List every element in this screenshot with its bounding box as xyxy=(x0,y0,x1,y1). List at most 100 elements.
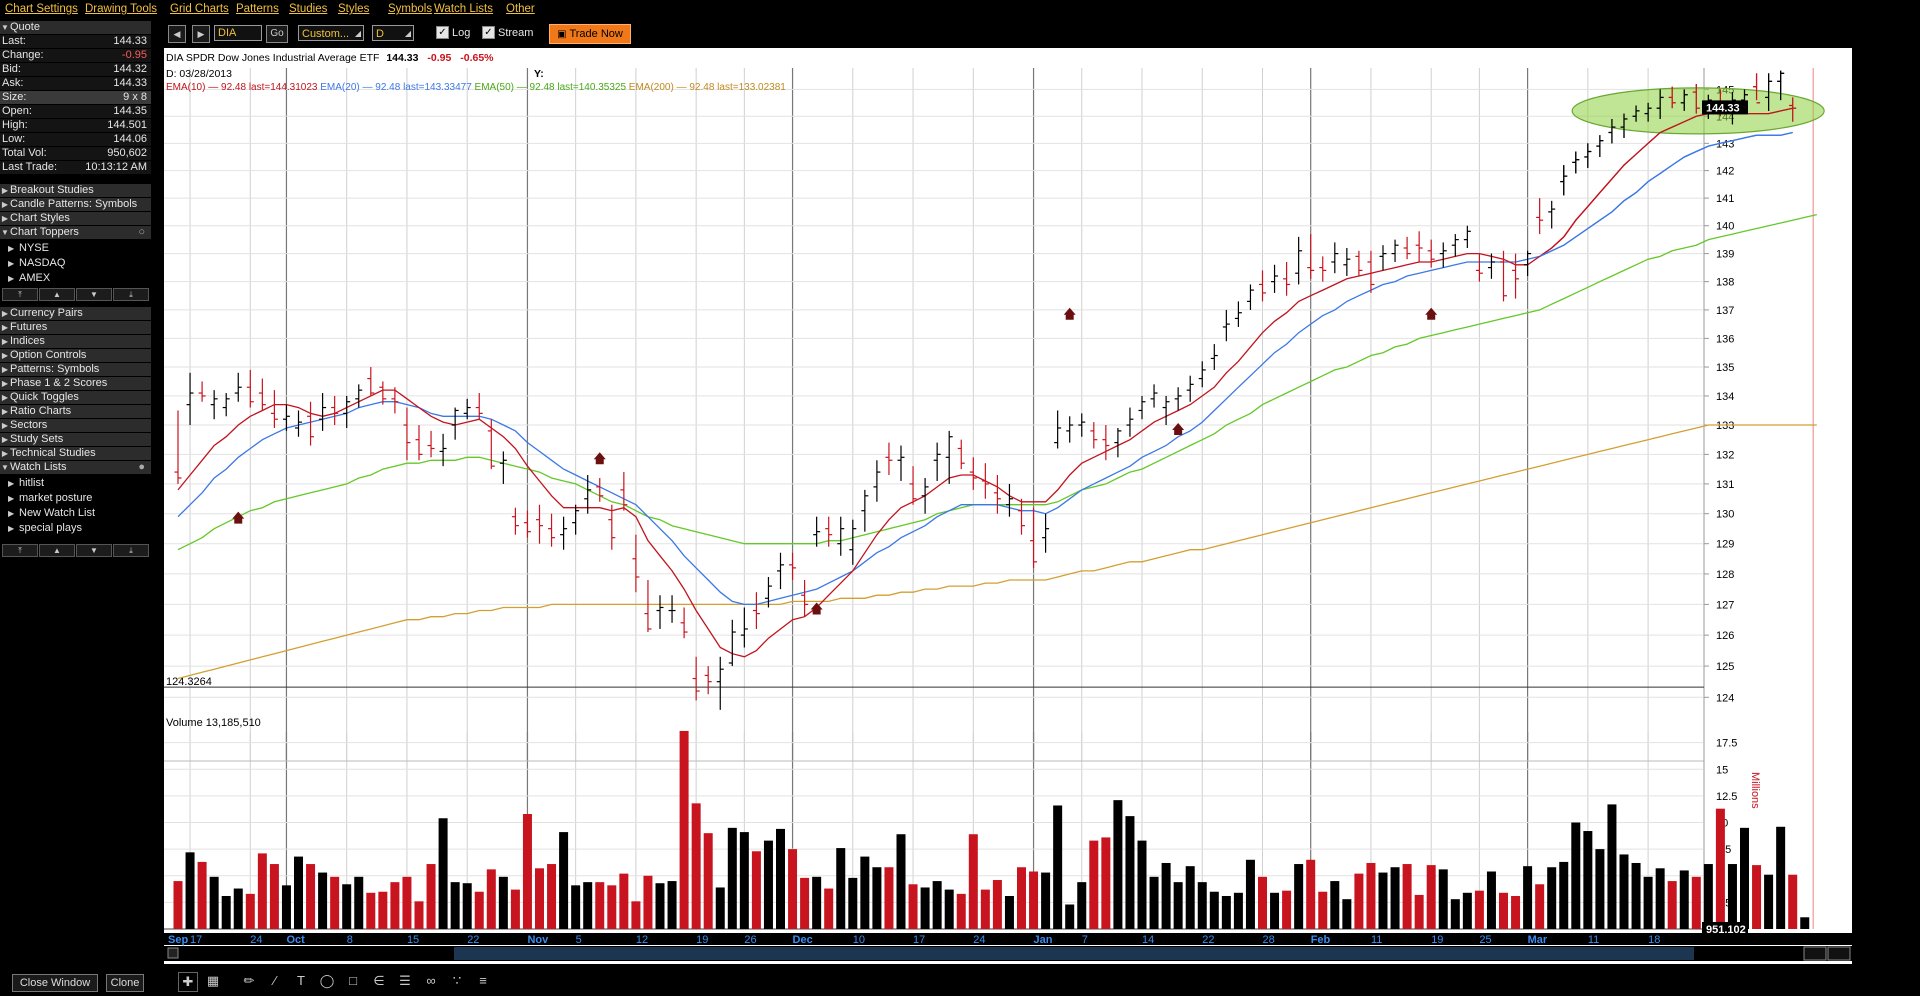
volume-bar[interactable] xyxy=(1342,899,1352,929)
ohlc-bar[interactable] xyxy=(1198,361,1206,388)
ohlc-bar[interactable] xyxy=(198,381,206,402)
pattern-marker-icon[interactable] xyxy=(1172,422,1185,435)
volume-bar[interactable] xyxy=(1197,882,1207,929)
volume-bar[interactable] xyxy=(185,852,195,929)
section-chart-toppers[interactable]: ▼Chart Toppers ○ xyxy=(0,226,151,239)
ohlc-bar[interactable] xyxy=(463,398,471,420)
move-down-icon[interactable]: ▼ xyxy=(76,288,112,301)
menu-chart-settings[interactable]: Chart Settings xyxy=(5,3,78,15)
ohlc-bar[interactable] xyxy=(921,477,929,514)
section-quick-toggles[interactable]: ▶ Quick Toggles xyxy=(0,391,151,404)
volume-bar[interactable] xyxy=(583,882,593,929)
ohlc-bar[interactable] xyxy=(1174,387,1182,411)
line-tool-icon[interactable]: ∕ xyxy=(273,973,277,988)
ohlc-bar[interactable] xyxy=(282,404,290,431)
cycle-tool-icon[interactable]: ∞ xyxy=(426,973,436,988)
ohlc-bar[interactable] xyxy=(716,656,724,710)
volume-bar[interactable] xyxy=(1029,871,1039,929)
ohlc-bar[interactable] xyxy=(1078,413,1086,437)
ohlc-bar[interactable] xyxy=(801,580,809,617)
menu-studies[interactable]: Studies xyxy=(289,3,328,15)
volume-bar[interactable] xyxy=(486,869,496,929)
ohlc-bar[interactable] xyxy=(1355,250,1363,277)
section-technical-studies[interactable]: ▶ Technical Studies xyxy=(0,447,151,460)
menu-watch-lists[interactable]: Watch Lists xyxy=(434,3,494,15)
volume-bar[interactable] xyxy=(824,888,834,929)
volume-bar[interactable] xyxy=(257,853,267,929)
menu-other[interactable]: Other xyxy=(506,3,535,15)
ohlc-bar[interactable] xyxy=(1331,242,1339,274)
ohlc-bar[interactable] xyxy=(222,393,230,417)
volume-bar[interactable] xyxy=(1378,872,1388,929)
ohlc-bar[interactable] xyxy=(1512,253,1520,299)
volume-bar[interactable] xyxy=(1041,872,1051,929)
section-indices[interactable]: ▶ Indices xyxy=(0,335,151,348)
fan-tool-icon[interactable]: ∵ xyxy=(452,973,462,988)
volume-bar[interactable] xyxy=(209,876,219,929)
ohlc-bar[interactable] xyxy=(764,576,772,608)
go-button[interactable]: Go xyxy=(266,25,288,43)
forward-arrow-button[interactable]: ▶ xyxy=(192,25,210,43)
volume-bar[interactable] xyxy=(667,881,677,929)
volume-bar[interactable] xyxy=(1523,866,1533,929)
ohlc-bar[interactable] xyxy=(692,656,700,701)
chart-topper-item[interactable]: ▶ AMEX xyxy=(8,271,148,285)
volume-bar[interactable] xyxy=(522,813,532,929)
ohlc-bar[interactable] xyxy=(740,607,748,648)
pattern-marker-icon[interactable] xyxy=(232,511,245,524)
ohlc-bar[interactable] xyxy=(258,378,266,411)
volume-bar[interactable] xyxy=(944,889,954,929)
menu-symbols[interactable]: Symbols xyxy=(388,3,433,15)
ohlc-bar[interactable] xyxy=(1524,250,1532,277)
close-window-button[interactable]: Close Window xyxy=(12,974,98,992)
ohlc-bar[interactable] xyxy=(1403,236,1411,260)
volume-bar[interactable] xyxy=(751,851,761,929)
volume-bar[interactable] xyxy=(631,901,641,929)
volume-bar[interactable] xyxy=(510,889,520,929)
gann-fan-icon[interactable]: ☰ xyxy=(399,973,411,988)
volume-bar[interactable] xyxy=(1547,867,1557,929)
ohlc-bar[interactable] xyxy=(993,475,1001,514)
ohlc-bar[interactable] xyxy=(1018,498,1025,535)
volume-bar[interactable] xyxy=(968,834,978,929)
ohlc-bar[interactable] xyxy=(295,410,302,437)
volume-bar[interactable] xyxy=(1113,800,1123,929)
ohlc-bar[interactable] xyxy=(511,507,519,535)
ohlc-bar[interactable] xyxy=(1427,239,1435,268)
ohlc-bar[interactable] xyxy=(1259,270,1266,302)
volume-bar[interactable] xyxy=(1173,882,1183,929)
ohlc-bar[interactable] xyxy=(391,387,399,414)
volume-bar[interactable] xyxy=(330,876,340,929)
volume-bar[interactable] xyxy=(1450,899,1460,929)
volume-bar[interactable] xyxy=(691,803,701,929)
ohlc-bar[interactable] xyxy=(1271,264,1279,293)
volume-bar[interactable] xyxy=(559,832,569,929)
period-select[interactable]: Custom... ◢ xyxy=(298,25,364,41)
volume-bar[interactable] xyxy=(1282,890,1292,929)
volume-bar[interactable] xyxy=(1004,895,1014,929)
volume-bar[interactable] xyxy=(1727,864,1737,929)
watch-list-item[interactable]: ▶ special plays xyxy=(8,521,148,535)
pattern-marker-icon[interactable] xyxy=(1425,307,1438,320)
volume-bar[interactable] xyxy=(595,882,605,929)
volume-bar[interactable] xyxy=(1089,840,1099,929)
ohlc-bar[interactable] xyxy=(343,395,351,428)
ohlc-bar[interactable] xyxy=(656,595,664,629)
ohlc-bar[interactable] xyxy=(1005,483,1013,517)
volume-bar[interactable] xyxy=(1486,871,1496,929)
volume-bar[interactable] xyxy=(1752,865,1762,929)
volume-bar[interactable] xyxy=(1474,890,1484,929)
ohlc-bar[interactable] xyxy=(487,419,495,470)
volume-bar[interactable] xyxy=(1788,874,1798,929)
volume-bar[interactable] xyxy=(233,888,243,929)
volume-bar[interactable] xyxy=(1703,864,1713,929)
volume-bar[interactable] xyxy=(1354,873,1364,929)
ohlc-bar[interactable] xyxy=(837,516,845,556)
volume-bar[interactable] xyxy=(812,876,822,929)
scroll-left-button[interactable] xyxy=(167,947,179,959)
volume-bar[interactable] xyxy=(342,884,352,929)
volume-bar[interactable] xyxy=(1776,826,1786,929)
volume-bar[interactable] xyxy=(1583,831,1593,929)
ohlc-bar[interactable] xyxy=(1536,198,1544,235)
ohlc-bar[interactable] xyxy=(728,619,736,667)
